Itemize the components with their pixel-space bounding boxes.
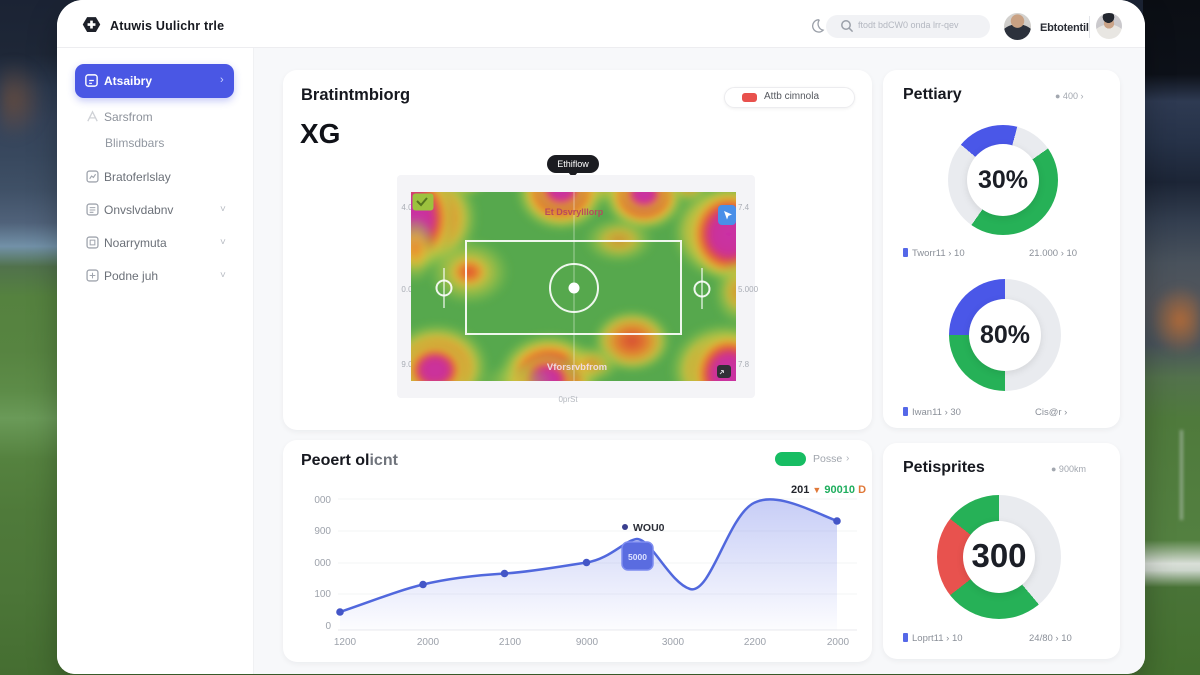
svg-text:3000: 3000 — [662, 637, 685, 648]
svg-text:2200: 2200 — [744, 637, 767, 648]
svg-text:2100: 2100 — [499, 637, 522, 648]
svg-text:000: 000 — [314, 495, 331, 506]
svg-text:100: 100 — [314, 589, 331, 600]
svg-text:2000: 2000 — [827, 637, 850, 648]
svg-text:Vforsrvbfrom: Vforsrvbfrom — [547, 362, 607, 373]
svg-text:9000: 9000 — [576, 637, 599, 648]
svg-text:2000: 2000 — [417, 637, 440, 648]
svg-text:000: 000 — [314, 558, 331, 569]
svg-text:900: 900 — [314, 526, 331, 537]
svg-text:1200: 1200 — [334, 637, 357, 648]
svg-text:WOU0: WOU0 — [633, 522, 665, 534]
svg-text:5000: 5000 — [628, 552, 647, 562]
svg-text:0: 0 — [325, 621, 331, 632]
svg-text:Et Dsvrylllorp: Et Dsvrylllorp — [545, 207, 604, 217]
